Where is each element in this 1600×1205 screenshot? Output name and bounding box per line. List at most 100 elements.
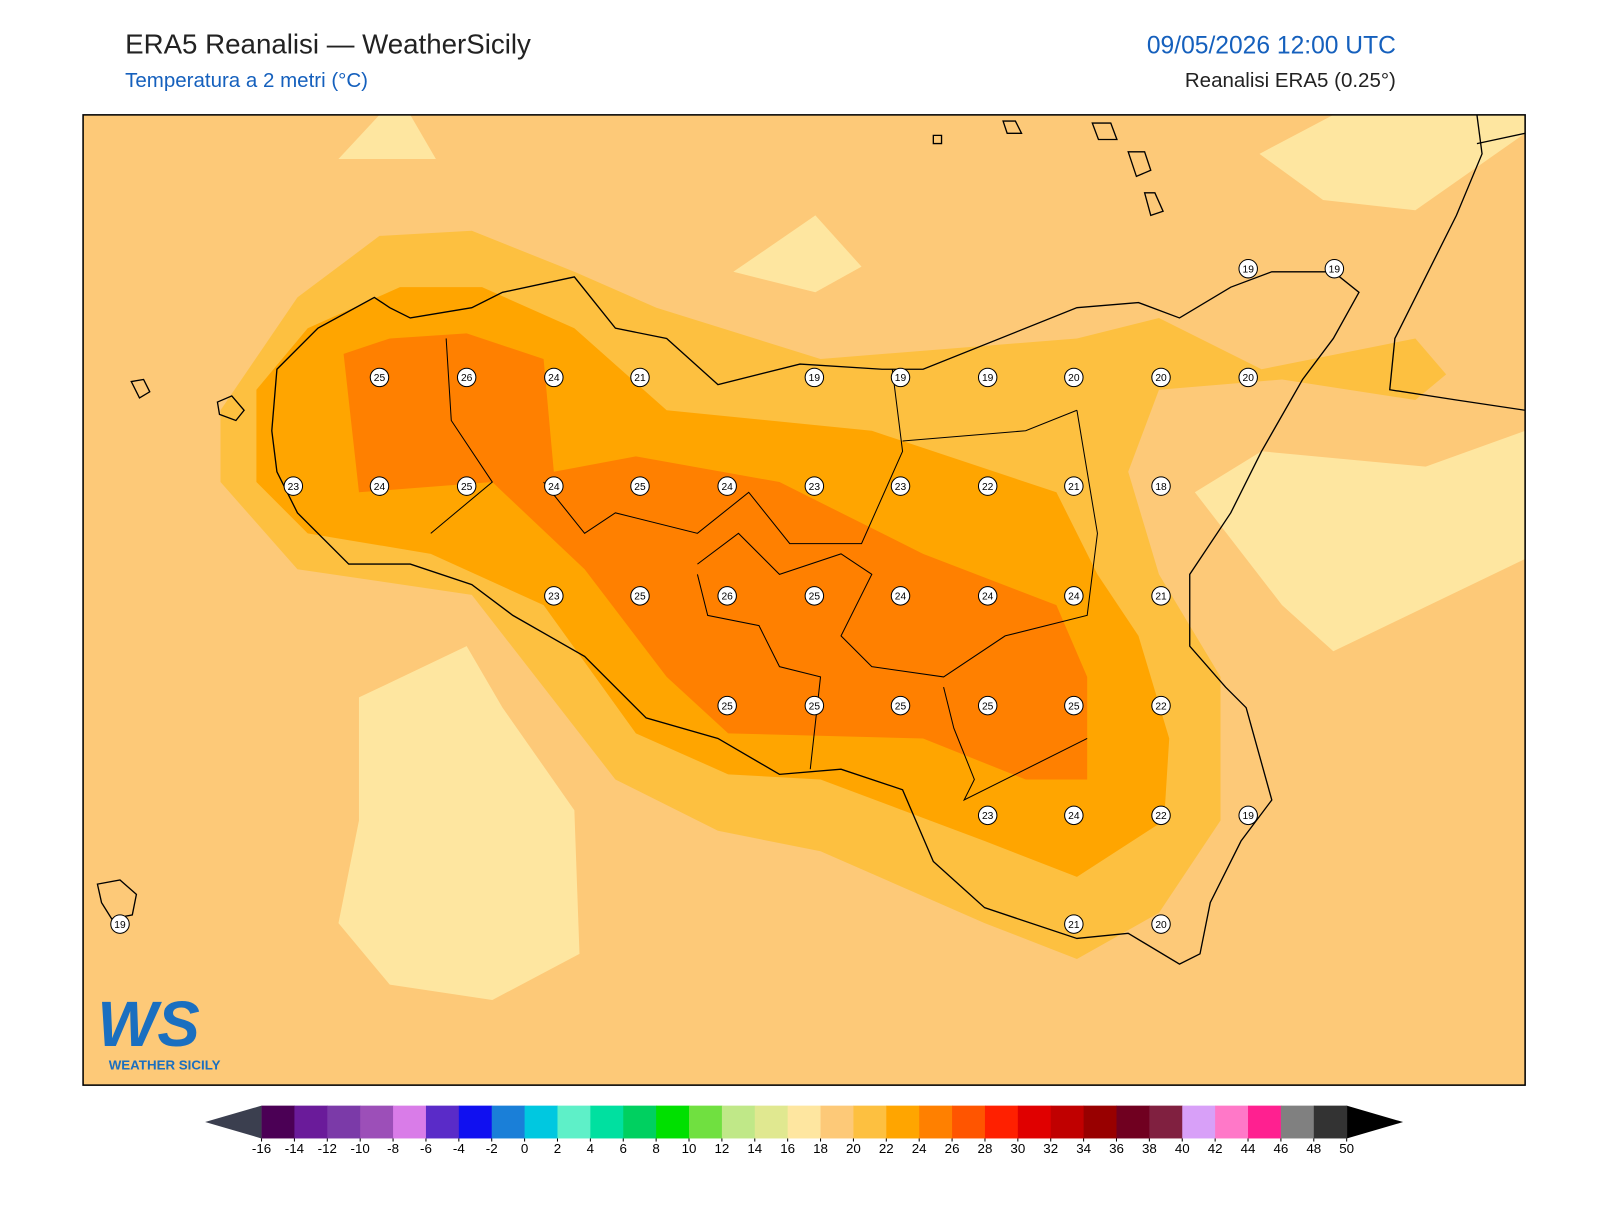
station-marker — [110, 914, 130, 934]
station-value: 20 — [1155, 920, 1167, 931]
colorbar-swatch — [919, 1105, 953, 1139]
logo-text: WEATHER SICILY — [109, 1058, 221, 1073]
title: ERA5 Reanalisi — WeatherSicily — [125, 28, 531, 59]
station-marker — [804, 367, 825, 388]
colorbar-tick-label: 10 — [682, 1141, 697, 1156]
station-value: 25 — [895, 701, 907, 712]
colorbar-tick-label: 48 — [1306, 1141, 1321, 1156]
colorbar-tick-label: -10 — [351, 1141, 370, 1156]
colorbar-swatch — [1313, 1105, 1348, 1139]
station-marker — [630, 476, 650, 496]
colorbar-tick-label: 36 — [1109, 1141, 1124, 1156]
station-marker — [1064, 586, 1084, 606]
colorbar-swatch — [1116, 1105, 1150, 1139]
station-marker — [717, 695, 737, 716]
station-value: 24 — [548, 482, 560, 493]
station-value: 19 — [982, 373, 994, 384]
field-band — [343, 333, 1088, 780]
colorbar-tick-label: 30 — [1010, 1141, 1025, 1156]
colorbar-tick-label: 34 — [1076, 1141, 1091, 1156]
station-marker — [890, 367, 911, 388]
station-marker — [369, 476, 390, 496]
colorbar-tick-label: 24 — [912, 1141, 927, 1156]
station-value: 26 — [721, 592, 733, 603]
coastline — [96, 114, 1526, 965]
station-marker — [890, 695, 911, 716]
colorbar-tick-label: 40 — [1175, 1141, 1190, 1156]
station-value: 22 — [982, 482, 994, 493]
station-marker — [890, 586, 911, 606]
station-marker — [630, 586, 650, 606]
station-value: 19 — [1329, 264, 1341, 275]
colorbar-swatch — [393, 1105, 427, 1139]
station-value: 20 — [1068, 373, 1080, 384]
stations: 19 19 25 26 24 21 19 19 19 20 20 20 23 24 25 24 25 24 23 23… — [110, 258, 1345, 934]
station-value: 25 — [634, 592, 646, 603]
colorbar-swatch — [1050, 1105, 1085, 1139]
colorbar-swatch — [1215, 1105, 1249, 1139]
station-value: 22 — [1155, 701, 1167, 712]
station-value: 25 — [809, 701, 821, 712]
colorbar-swatch — [1280, 1105, 1315, 1139]
station-value: 23 — [548, 592, 560, 603]
field-band — [338, 114, 1526, 1000]
station-marker — [977, 805, 998, 826]
station-value: 23 — [809, 482, 821, 493]
station-value: 20 — [1243, 373, 1255, 384]
station-marker — [1064, 805, 1084, 826]
station-value: 24 — [982, 592, 994, 603]
station-value: 24 — [895, 592, 907, 603]
colorbar-swatch — [524, 1105, 558, 1139]
province-border — [430, 338, 1098, 802]
colorbar-swatch — [721, 1105, 756, 1139]
station-marker — [804, 695, 825, 716]
station-value: 23 — [982, 811, 994, 822]
colorbar-tick-label: -12 — [318, 1141, 337, 1156]
colorbar-swatch — [1149, 1105, 1183, 1139]
colorbar-swatch — [952, 1105, 986, 1139]
colorbar-tick-label: 4 — [587, 1141, 595, 1156]
colorbar-tick-label: -14 — [285, 1141, 305, 1156]
source: Reanalisi ERA5 (0.25°) — [1185, 69, 1396, 92]
station-value: 20 — [1155, 373, 1167, 384]
colorbar-swatch — [425, 1105, 460, 1139]
colorbar-tick-label: -8 — [387, 1141, 399, 1156]
colorbar-tick-label: 32 — [1043, 1141, 1058, 1156]
colorbar-tick-label: 12 — [714, 1141, 729, 1156]
station-marker — [283, 476, 304, 496]
colorbar-swatch — [1083, 1105, 1118, 1139]
colorbar-swatch — [1182, 1105, 1216, 1139]
station-marker — [1238, 258, 1258, 279]
colorbar-swatch — [491, 1105, 526, 1139]
station-marker — [977, 476, 998, 496]
colorbar-tick-label: 22 — [879, 1141, 894, 1156]
station-value: 24 — [721, 482, 733, 493]
station-value: 24 — [374, 482, 386, 493]
station-marker — [544, 367, 564, 388]
colorbar-swatch — [261, 1105, 295, 1139]
station-marker — [1151, 586, 1171, 606]
datetime: 09/05/2026 12:00 UTC — [1147, 32, 1396, 59]
station-value: 18 — [1155, 482, 1167, 493]
station-marker — [1151, 695, 1171, 716]
station-value: 23 — [895, 482, 907, 493]
station-marker — [544, 476, 564, 496]
station-marker — [1151, 914, 1171, 934]
station-value: 25 — [461, 482, 473, 493]
station-marker — [1064, 914, 1084, 934]
station-marker — [630, 367, 650, 388]
colorbar-tick-label: 20 — [846, 1141, 861, 1156]
colorbar-tick-label: 42 — [1208, 1141, 1223, 1156]
station-value: 19 — [895, 373, 907, 384]
colorbar: -16 -14 -12 -10 -8 -6 -4 -2 0 2 4 6 8 10 12 14 16 18 20 22 2… — [205, 1105, 1404, 1156]
colorbar-swatch — [787, 1105, 822, 1139]
logo-mark: WS — [97, 989, 199, 1060]
colorbar-tick-label: 16 — [780, 1141, 795, 1156]
station-marker — [1151, 476, 1171, 496]
station-value: 24 — [1068, 811, 1080, 822]
station-value: 25 — [1068, 701, 1080, 712]
colorbar-tick-label: 8 — [652, 1141, 659, 1156]
station-value: 21 — [1068, 920, 1080, 931]
colorbar-tick-label: 28 — [978, 1141, 993, 1156]
